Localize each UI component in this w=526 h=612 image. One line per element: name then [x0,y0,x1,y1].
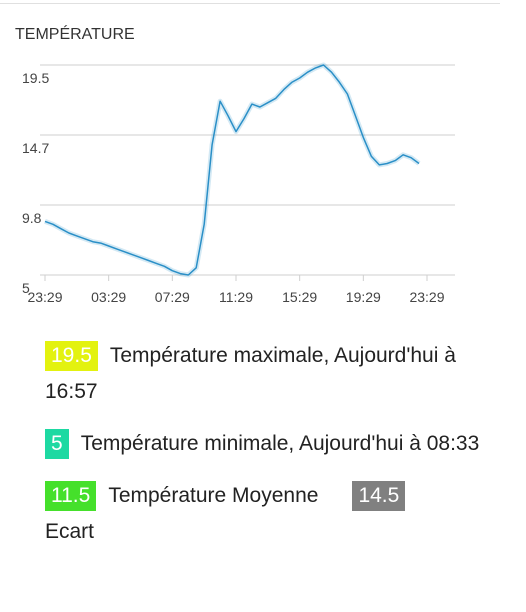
stats: 19.5 Température maximale, Aujourd'hui à … [45,338,500,566]
value-badge: 14.5 [352,481,406,511]
stat-label: Température maximale, Aujourd'hui à 16:5… [45,344,456,403]
x-tick-label: 23:29 [27,289,62,305]
x-tick-label: 03:29 [91,289,126,305]
value-badge: 11.5 [45,481,97,511]
y-tick-label: 9.8 [22,210,42,226]
x-tick-label: 15:29 [282,289,317,305]
value-badge: 19.5 [45,341,98,371]
section-title: TEMPÉRATURE [15,26,135,43]
y-tick-label: 19.5 [22,70,49,86]
line [44,64,420,276]
chart: 5 9.8 14.7 19.5 23:29 03:29 07:29 11:29 15:29 19:… [22,62,455,305]
stat-label: Température minimale, Aujourd'hui à 08:3… [80,432,480,455]
stat-label: Température Moyenne [108,484,319,507]
stat-label: Ecart [45,520,95,543]
x-tick-label: 11:29 [219,289,253,305]
value-badge: 5 [45,429,69,459]
x-tick-label: 19:29 [346,289,381,305]
stat-row: 5 Température minimale, Aujourd'hui à 08:… [45,426,500,462]
stat-row: 11.5 Température Moyenne 14.5 Ecart [45,478,500,550]
y-tick-label: 5 [22,280,30,296]
stat-row: 19.5 Température maximale, Aujourd'hui à … [45,338,500,410]
x-tick-label: 07:29 [155,289,190,305]
divider [0,3,500,4]
x-tick-label: 23:29 [409,289,444,305]
y-tick-label: 14.7 [22,140,49,156]
